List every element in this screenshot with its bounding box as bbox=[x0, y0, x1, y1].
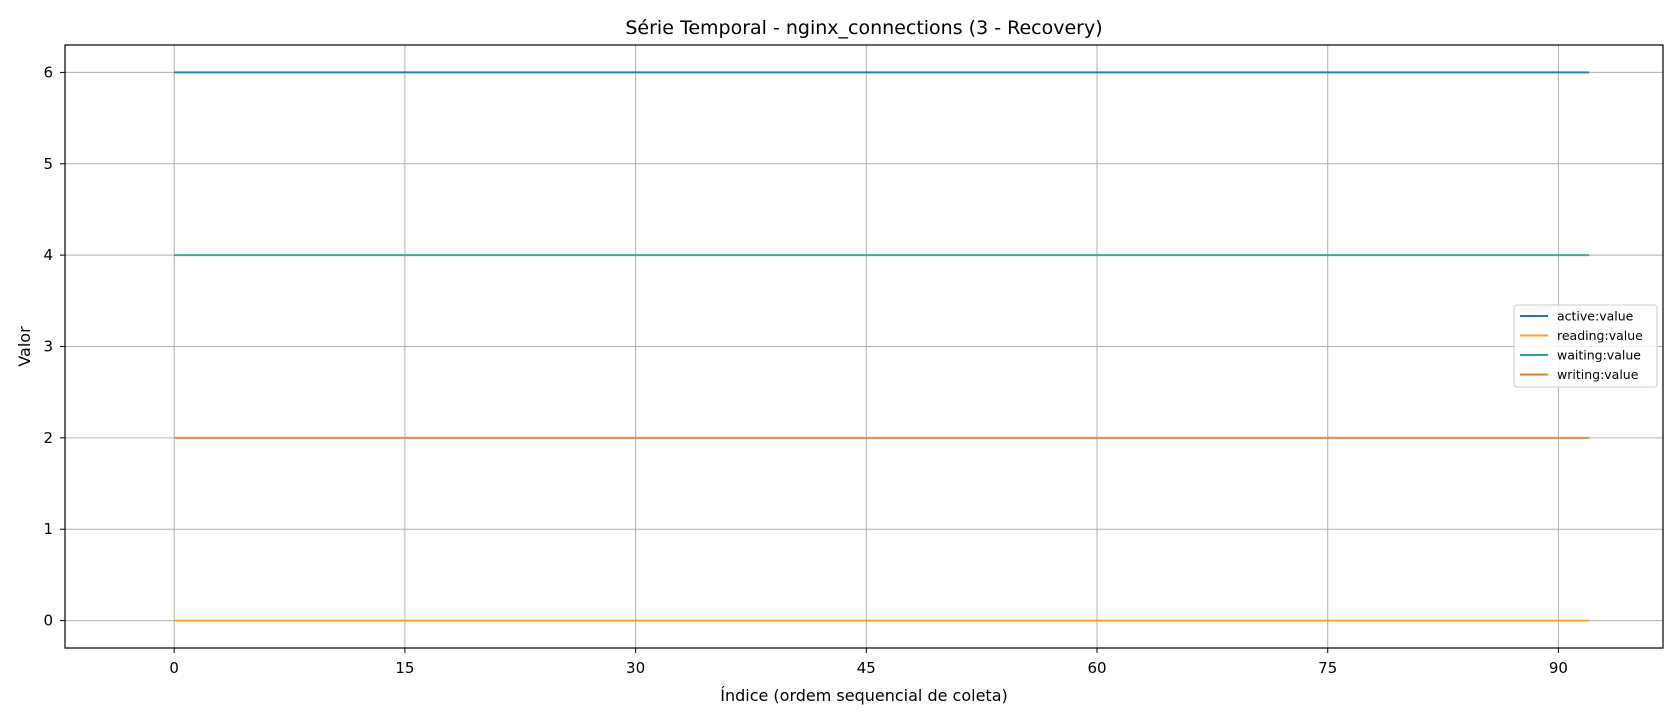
x-tick-label: 90 bbox=[1549, 659, 1568, 677]
y-tick-label: 1 bbox=[43, 520, 53, 538]
legend-label: waiting:value bbox=[1557, 348, 1641, 363]
x-axis-title: Índice (ordem sequencial de coleta) bbox=[720, 686, 1008, 705]
x-tick-label: 45 bbox=[857, 659, 876, 677]
y-axis-title: Valor bbox=[15, 326, 34, 367]
y-tick-label: 2 bbox=[43, 429, 53, 447]
x-tick-label: 30 bbox=[626, 659, 645, 677]
x-tick-label: 15 bbox=[395, 659, 414, 677]
x-tick-label: 75 bbox=[1318, 659, 1337, 677]
legend-label: writing:value bbox=[1557, 367, 1639, 382]
y-tick-label: 6 bbox=[43, 63, 53, 81]
y-tick-label: 3 bbox=[43, 338, 53, 356]
x-tick-label: 0 bbox=[169, 659, 179, 677]
chart-title: Série Temporal - nginx_connections (3 - … bbox=[625, 17, 1102, 39]
legend-label: active:value bbox=[1557, 309, 1634, 324]
legend-label: reading:value bbox=[1557, 328, 1643, 343]
x-axis-ticks: 0 15 30 45 60 75 90 bbox=[169, 648, 1568, 677]
y-axis-ticks: 0 1 2 3 4 5 6 bbox=[43, 63, 65, 630]
legend-box bbox=[1513, 304, 1658, 388]
legend: active:value reading:value waiting:value wr… bbox=[1513, 304, 1658, 388]
x-tick-label: 60 bbox=[1087, 659, 1106, 677]
series-lines bbox=[174, 71, 1590, 622]
y-tick-label: 5 bbox=[43, 155, 53, 173]
y-tick-label: 4 bbox=[43, 246, 53, 264]
y-tick-label: 0 bbox=[43, 612, 53, 630]
